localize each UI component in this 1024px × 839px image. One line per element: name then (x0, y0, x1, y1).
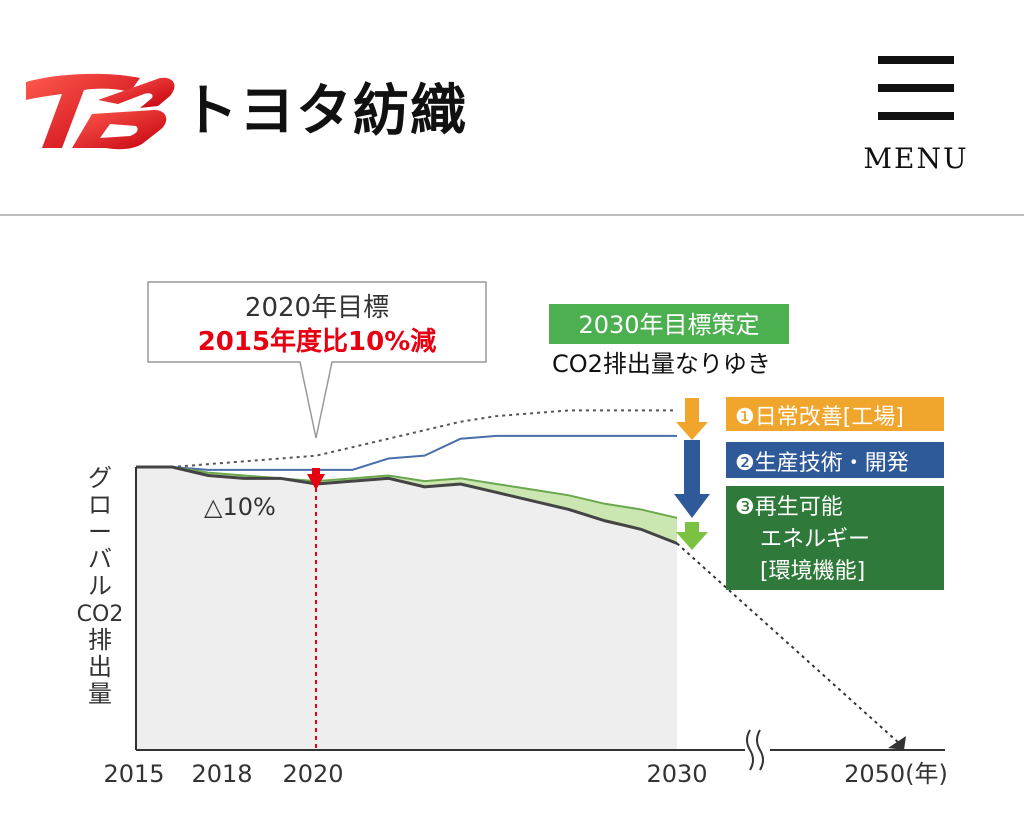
trajectory-2050-line (676, 542, 901, 745)
co2-reduction-chart: グローバル CO2 排出量 2015 2018 2020 2030 2050(年) … (0, 250, 1024, 839)
hamburger-icon (878, 112, 954, 120)
target-2030-badge (549, 304, 789, 344)
logo-wordmark: トヨタ紡織 (182, 79, 467, 144)
y-axis-label-char: CO2 (77, 602, 124, 627)
reduction-label: △10% (204, 493, 276, 521)
target-2030-badge-text: 2030年目標策定 (578, 311, 759, 339)
target-2020-arrow-stem (312, 468, 320, 476)
measure-3-box (726, 486, 944, 590)
menu-button[interactable]: MENU (858, 52, 974, 176)
target-2030-subtitle: CO2排出量なりゆき (552, 350, 771, 378)
header-divider (0, 214, 1024, 216)
y-axis-label-char: 排 (88, 626, 112, 654)
target-2020-arrow (307, 474, 325, 490)
hamburger-icon (878, 56, 954, 64)
x-tick-2050: 2050(年) (844, 760, 948, 788)
callout-2020-line2: 2015年度比10%減 (198, 326, 437, 357)
measure-3-label-line: エネルギー (760, 527, 870, 552)
hamburger-icon (878, 84, 954, 92)
y-axis-label-char: ル (88, 572, 112, 600)
trajectory-arrowhead (888, 736, 906, 750)
measure-2-label: ❷生産技術・開発 (735, 451, 909, 476)
y-axis-label-char: ロ (88, 491, 112, 519)
site-header: トヨタ紡織 MENU (0, 0, 1024, 216)
production-line (136, 434, 677, 471)
x-tick-2015: 2015 (103, 760, 164, 788)
menu-label: MENU (863, 142, 969, 175)
actual-emission-line (136, 465, 678, 545)
arrow-green (676, 522, 708, 550)
x-tick-2030: 2030 (646, 760, 707, 788)
measure-1-label: ❶日常改善[工場] (735, 405, 904, 430)
arrow-blue (674, 440, 710, 518)
bau-dotted-line (136, 409, 677, 468)
callout-2020-box (147, 281, 487, 439)
x-tick-2020: 2020 (282, 760, 343, 788)
green-line (136, 466, 678, 519)
arrow-orange (676, 398, 708, 440)
axis-break-mark (746, 729, 764, 771)
baseline-gray-area (136, 467, 677, 750)
toyota-boshoku-logo-mark[interactable] (22, 70, 542, 160)
x-tick-2018: 2018 (191, 760, 252, 788)
y-axis-label-char: 出 (88, 653, 112, 681)
measure-1-box (726, 397, 944, 431)
y-axis-label-char: 量 (88, 680, 112, 708)
y-axis-label-char: グ (88, 464, 112, 492)
measure-3-label-line: ❸再生可能 (735, 495, 843, 520)
callout-2020-line1: 2020年目標 (245, 293, 389, 323)
measure-2-box (726, 442, 944, 478)
measure-3-label-line: [環境機能] (760, 559, 865, 584)
y-axis-label-char: バ (88, 545, 112, 573)
y-axis-label-char: ー (88, 518, 112, 546)
